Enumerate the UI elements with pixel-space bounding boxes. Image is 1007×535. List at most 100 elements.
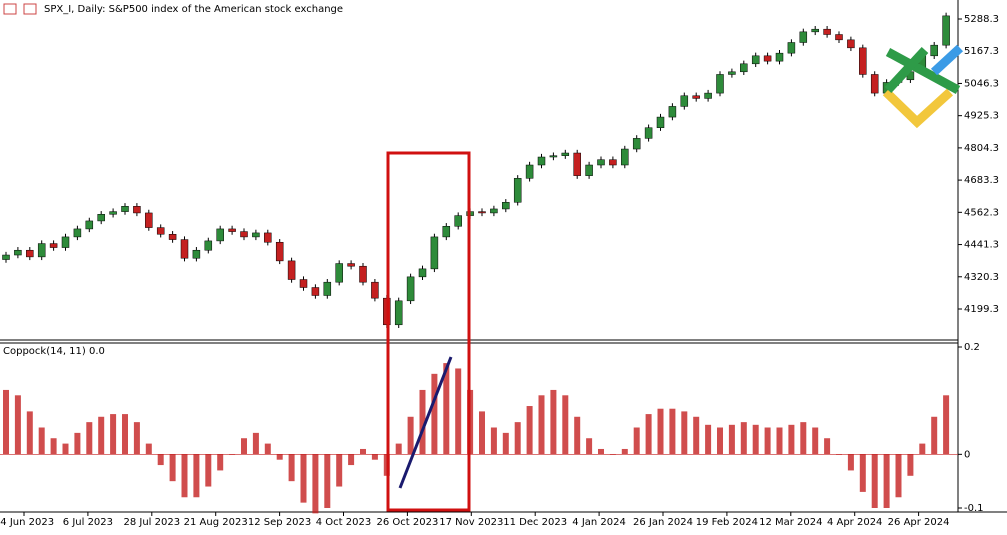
histogram-bar xyxy=(788,424,795,455)
histogram-bar xyxy=(371,454,378,460)
candle-body xyxy=(37,243,46,258)
histogram-bar xyxy=(514,422,521,455)
candle-body xyxy=(156,227,165,235)
icon xyxy=(23,3,37,15)
trend-line xyxy=(398,356,453,489)
candle-body xyxy=(335,263,343,283)
histogram-bar xyxy=(895,454,902,498)
y-tick-label: 0.2 xyxy=(964,342,980,353)
histogram-bar xyxy=(193,454,200,498)
candle-body xyxy=(26,249,34,258)
histogram-bar xyxy=(157,454,164,466)
x-tick-label: 26 Jan 2024 xyxy=(633,517,693,528)
histogram-bar xyxy=(633,427,640,455)
candle-body xyxy=(204,240,213,251)
candle-body xyxy=(585,164,593,176)
candle-body xyxy=(359,265,367,283)
y-tick-label: 4562.3 xyxy=(964,207,999,218)
x-tick-label: 12 Mar 2024 xyxy=(759,517,822,528)
histogram-bar xyxy=(169,454,176,482)
y-tick-label: 5288.3 xyxy=(964,14,999,25)
histogram-bar xyxy=(657,408,664,455)
candle-body xyxy=(787,42,796,54)
candle-body xyxy=(490,208,498,214)
histogram-bar xyxy=(276,454,283,460)
y-tick-label: 5046.3 xyxy=(964,78,999,89)
x-tick-label: 4 Oct 2023 xyxy=(316,517,371,528)
candle-body xyxy=(454,215,462,227)
candle-body xyxy=(145,212,153,228)
histogram-bar xyxy=(288,454,295,482)
chart-title: SPX_I, Daily: S&P500 index of the Americ… xyxy=(44,4,343,15)
histogram-bar xyxy=(110,414,117,455)
x-tick-label: 28 Jul 2023 xyxy=(123,517,180,528)
candle-body xyxy=(799,31,808,43)
y-tick-label: -0.1 xyxy=(964,503,984,514)
candle-body xyxy=(49,243,58,248)
candle-body xyxy=(597,159,605,166)
candle-body xyxy=(2,254,10,260)
x-tick-label: 19 Feb 2024 xyxy=(696,517,758,528)
histogram-bar xyxy=(26,411,33,455)
candle-body xyxy=(775,52,784,62)
candle-body xyxy=(216,228,224,242)
x-tick-label: 12 Sep 2023 xyxy=(248,517,311,528)
histogram-bar xyxy=(336,454,343,487)
logo-part xyxy=(885,48,961,94)
histogram-bar xyxy=(562,395,569,455)
histogram-bar xyxy=(764,427,771,455)
histogram-bar xyxy=(122,414,128,455)
histogram-bar xyxy=(14,395,21,455)
candle-body xyxy=(109,211,117,215)
candle-body xyxy=(621,148,629,166)
candle-body xyxy=(740,63,748,73)
histogram-bar xyxy=(241,438,247,455)
candle-body xyxy=(573,152,581,176)
histogram-bar xyxy=(943,395,950,455)
x-tick-label: 6 Jul 2023 xyxy=(63,517,113,528)
candle-body xyxy=(61,236,70,248)
histogram-bar xyxy=(550,389,557,455)
candle-body xyxy=(656,116,665,128)
x-tick-label: 11 Dec 2023 xyxy=(503,517,567,528)
candle-body xyxy=(942,15,950,46)
candle-body xyxy=(14,249,22,256)
icon xyxy=(3,3,17,15)
histogram-bar xyxy=(300,454,307,503)
y-tick-label: 0 xyxy=(964,449,970,460)
candle-body xyxy=(121,206,129,212)
histogram-bar xyxy=(50,438,57,455)
histogram-bar xyxy=(419,389,426,455)
histogram-bar xyxy=(217,454,224,471)
histogram-bar xyxy=(74,432,81,455)
candle-body xyxy=(680,95,689,107)
histogram-bar xyxy=(479,411,485,455)
histogram-bar xyxy=(3,389,9,455)
histogram-bar xyxy=(443,363,450,455)
histogram-bar xyxy=(407,416,414,455)
candle-body xyxy=(228,228,236,232)
histogram-bar xyxy=(681,411,688,455)
histogram-bar xyxy=(490,427,497,455)
candle-body xyxy=(299,279,308,288)
histogram-bar xyxy=(586,438,593,455)
histogram-bar xyxy=(455,368,462,455)
histogram-bar xyxy=(871,454,878,508)
histogram-bar xyxy=(264,443,271,455)
candle-body xyxy=(644,127,653,139)
y-tick-label: 4199.3 xyxy=(964,304,999,315)
histogram-bar xyxy=(86,422,93,455)
candle-body xyxy=(632,138,641,150)
histogram-bar xyxy=(252,432,259,455)
logo-part xyxy=(882,88,954,129)
histogram-bar xyxy=(931,416,938,455)
candle-body xyxy=(180,239,189,259)
y-tick-label: 4925.3 xyxy=(964,111,999,122)
histogram-bar xyxy=(348,454,355,466)
candle-body xyxy=(478,211,486,214)
candle-body xyxy=(537,156,546,166)
candle-body xyxy=(168,233,177,240)
histogram-bar xyxy=(693,416,700,455)
